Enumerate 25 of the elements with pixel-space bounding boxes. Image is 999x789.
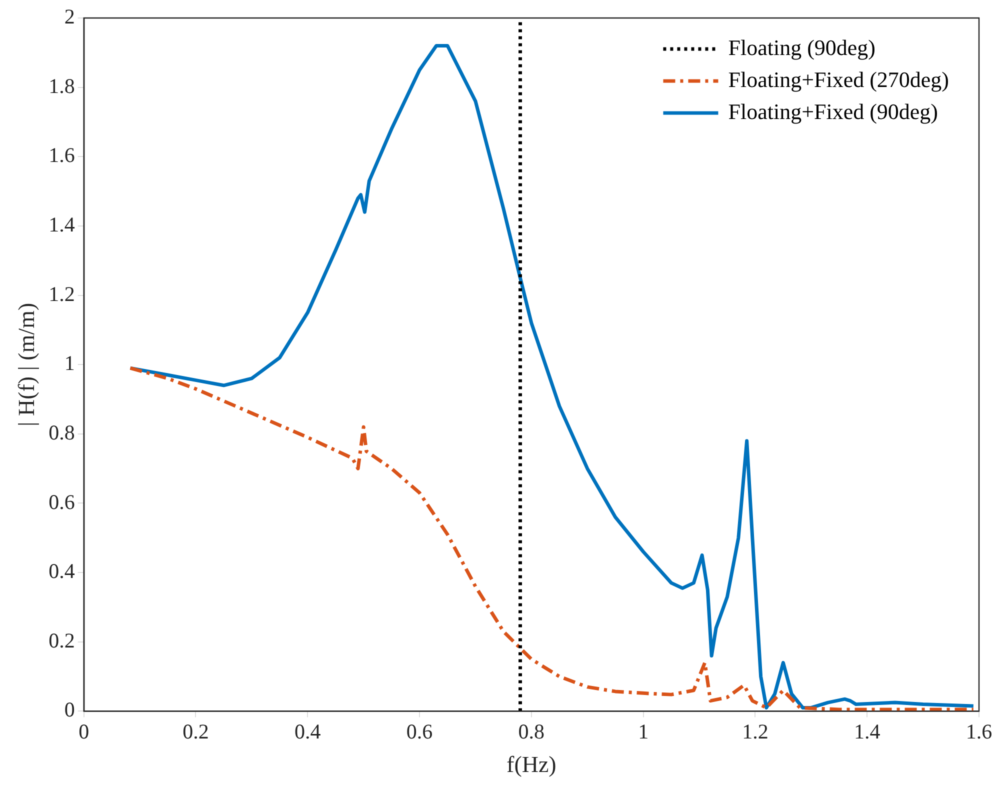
x-tick-label: 0.2 (182, 719, 209, 744)
y-axis-title: | H(f) | (m/m) (14, 302, 39, 426)
x-axis-title: f(Hz) (506, 752, 556, 778)
x-tick-label: 1.6 (966, 719, 992, 744)
y-tick-label: 0.2 (48, 628, 75, 652)
x-tick-label: 0.8 (518, 719, 545, 744)
y-tick-label: 0 (64, 698, 75, 722)
x-tick-label: 0.6 (406, 719, 433, 744)
x-tick-label: 1.4 (854, 719, 881, 744)
line-series (128, 366, 976, 712)
y-tick-label: 1.6 (48, 143, 75, 168)
legend-label: Floating+Fixed (90deg) (728, 98, 938, 124)
y-tick-label: 1.2 (48, 282, 75, 306)
legend-label: Floating (90deg) (728, 34, 876, 60)
y-tick-label: 1 (64, 351, 75, 376)
x-tick-label: 1 (638, 719, 649, 744)
x-tick-label: 1.2 (742, 719, 768, 744)
legend-label: Floating+Fixed (270deg) (728, 66, 950, 92)
y-tick-label: 0.6 (48, 490, 75, 514)
y-tick-label: 2 (64, 4, 75, 29)
y-tick-label: 0.8 (48, 420, 75, 444)
y-tick-label: 1.8 (48, 74, 75, 98)
y-tick-label: 0.4 (48, 559, 76, 584)
x-tick-label: 0.4 (294, 719, 322, 744)
y-tick-label: 1.4 (48, 212, 76, 236)
